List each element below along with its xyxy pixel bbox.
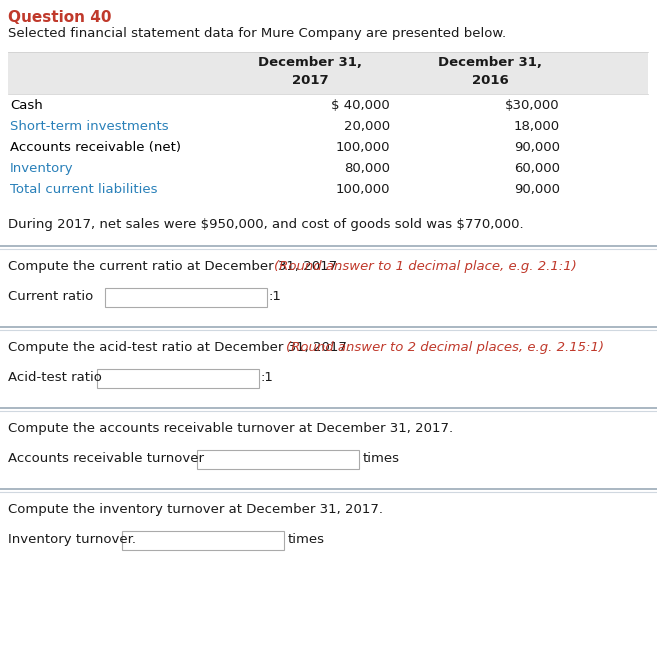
Bar <box>122 531 284 550</box>
Text: 90,000: 90,000 <box>514 141 560 154</box>
Text: times: times <box>288 533 325 546</box>
Text: 20,000: 20,000 <box>344 120 390 133</box>
Text: Compute the accounts receivable turnover at December 31, 2017.: Compute the accounts receivable turnover… <box>8 422 453 435</box>
Text: Accounts receivable turnover: Accounts receivable turnover <box>8 452 204 465</box>
Text: During 2017, net sales were \$950,000, and cost of goods sold was \$770,000.: During 2017, net sales were \$950,000, a… <box>8 218 524 231</box>
Text: Selected financial statement data for Mure Company are presented below.: Selected financial statement data for Mu… <box>8 27 506 40</box>
Text: 18,000: 18,000 <box>514 120 560 133</box>
Text: :1: :1 <box>269 290 282 303</box>
Text: 90,000: 90,000 <box>514 183 560 196</box>
Text: Compute the current ratio at December 31, 2017.: Compute the current ratio at December 31… <box>8 260 346 273</box>
Text: Accounts receivable (net): Accounts receivable (net) <box>10 141 181 154</box>
Text: Inventory turnover.: Inventory turnover. <box>8 533 136 546</box>
Text: Current ratio: Current ratio <box>8 290 93 303</box>
Bar <box>197 450 359 469</box>
Text: 80,000: 80,000 <box>344 162 390 175</box>
Text: Compute the inventory turnover at December 31, 2017.: Compute the inventory turnover at Decemb… <box>8 503 383 516</box>
Text: :1: :1 <box>261 371 274 384</box>
Text: $30,000: $30,000 <box>505 99 560 112</box>
Text: Total current liabilities: Total current liabilities <box>10 183 158 196</box>
Text: Acid-test ratio: Acid-test ratio <box>8 371 102 384</box>
Bar <box>97 369 259 388</box>
Text: times: times <box>363 452 400 465</box>
Text: $ 40,000: $ 40,000 <box>331 99 390 112</box>
Bar <box>8 52 648 94</box>
Text: (Round answer to 1 decimal place, e.g. 2.1:1): (Round answer to 1 decimal place, e.g. 2… <box>275 260 577 273</box>
Text: Cash: Cash <box>10 99 43 112</box>
Text: Short-term investments: Short-term investments <box>10 120 169 133</box>
Text: Inventory: Inventory <box>10 162 74 175</box>
Bar <box>105 288 267 307</box>
Text: December 31,
2016: December 31, 2016 <box>438 56 542 87</box>
Text: Compute the acid-test ratio at December 31, 2017.: Compute the acid-test ratio at December … <box>8 341 355 354</box>
Text: December 31,
2017: December 31, 2017 <box>258 56 362 87</box>
Text: 60,000: 60,000 <box>514 162 560 175</box>
Text: (Round answer to 2 decimal places, e.g. 2.15:1): (Round answer to 2 decimal places, e.g. … <box>286 341 604 354</box>
Text: Question 40: Question 40 <box>8 10 112 25</box>
Text: 100,000: 100,000 <box>336 183 390 196</box>
Text: 100,000: 100,000 <box>336 141 390 154</box>
